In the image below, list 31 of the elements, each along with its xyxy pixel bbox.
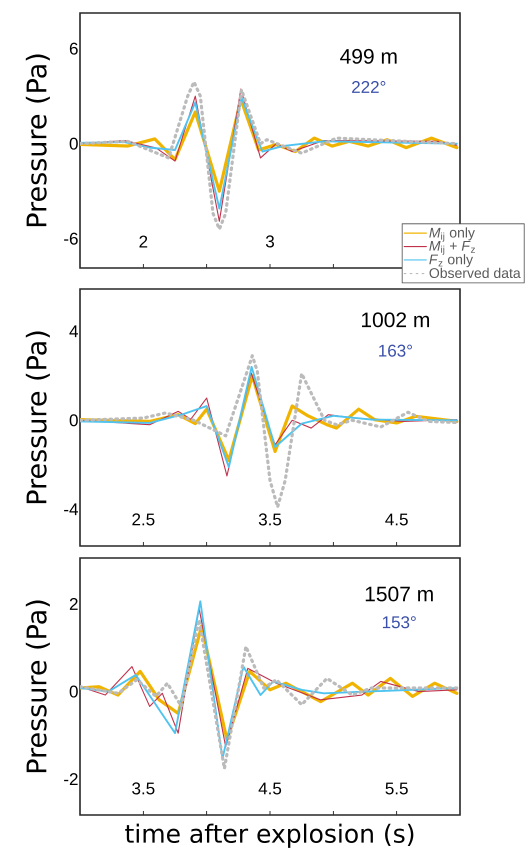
y-tick-label: -2 <box>64 773 78 786</box>
x-tick-label: 3 <box>266 235 274 248</box>
annotation: 153° <box>382 616 416 628</box>
legend-label: F$_{z}$ only <box>429 254 474 268</box>
x-tick-label: 3.5 <box>258 513 282 526</box>
legend-label: M$_{ij}$ + F$_{z}$ <box>429 240 475 255</box>
y-tick-label: 2 <box>70 598 78 610</box>
y-tick-label: -6 <box>64 232 78 245</box>
y-axis-title: Pressure (Pa) <box>26 54 50 226</box>
annotation: 1507 m <box>366 586 433 602</box>
annotation: 499 m <box>340 48 397 64</box>
x-tick-label: 4.5 <box>258 782 282 794</box>
y-tick-label: 0 <box>70 414 78 426</box>
legend-label: Observed data <box>430 268 521 278</box>
annotation: 222° <box>352 81 386 93</box>
y-tick-label: 0 <box>70 138 78 150</box>
x-tick-label: 4.5 <box>385 514 408 526</box>
y-axis-title: Pressure (Pa) <box>26 332 50 504</box>
y-tick-label: 6 <box>70 42 78 55</box>
x-tick-label: 5.5 <box>386 782 408 794</box>
x-axis-title: time after explosion (s) <box>125 824 414 848</box>
y-tick-label: 4 <box>69 325 78 338</box>
y-axis-title: Pressure (Pa) <box>26 600 50 772</box>
x-tick-label: 2.5 <box>132 513 154 526</box>
annotation: 163° <box>379 344 412 357</box>
legend-label: M$_{ij}$ only <box>429 227 475 242</box>
x-tick-label: 3.5 <box>132 782 154 794</box>
line-series <box>80 96 458 210</box>
y-tick-label: -4 <box>64 503 78 516</box>
annotation: 1002 m <box>362 312 430 328</box>
y-tick-label: 0 <box>70 686 78 698</box>
